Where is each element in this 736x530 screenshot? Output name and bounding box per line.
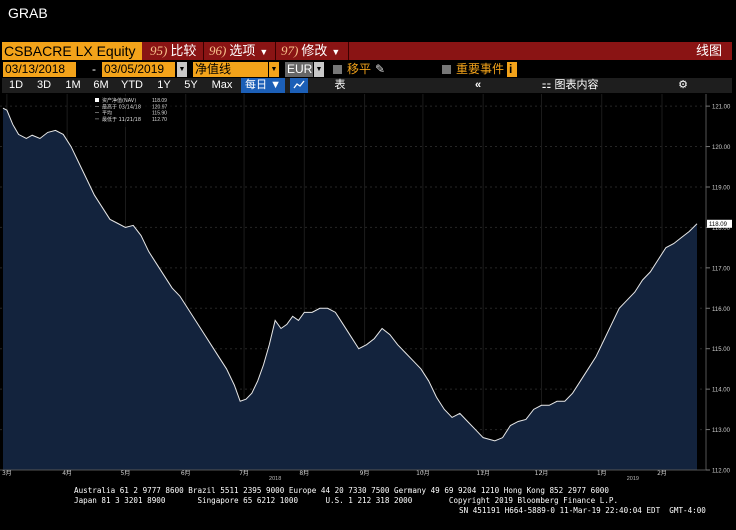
currency-dropdown[interactable]: ▼ bbox=[314, 62, 324, 77]
chart-type-title: 线图 bbox=[695, 43, 722, 58]
y-tick-label: 118.00 bbox=[712, 226, 731, 232]
collapse-icon[interactable]: « bbox=[474, 79, 482, 91]
chart-content-label: 图表内容 bbox=[554, 79, 599, 91]
x-year-label: 2018 bbox=[269, 476, 281, 480]
chart-style-button[interactable] bbox=[290, 78, 308, 93]
edit-label: 修改 bbox=[301, 43, 328, 58]
y-tick-label: 112.00 bbox=[712, 469, 731, 475]
ticker-field[interactable]: CSBACRE LX Equity bbox=[2, 42, 142, 60]
start-date-input[interactable]: 03/13/2018 bbox=[3, 62, 76, 77]
x-tick-label: 3月 bbox=[2, 470, 12, 477]
mode-dropdown[interactable]: ▼ bbox=[269, 62, 279, 77]
menu-number: 96) bbox=[209, 43, 227, 58]
legend-label: 资产净值(NAV) bbox=[102, 97, 136, 104]
y-tick-label: 115.00 bbox=[712, 347, 731, 353]
y-tick-label: 121.00 bbox=[712, 105, 731, 111]
divider bbox=[348, 42, 349, 60]
last-value-label: 118.09 bbox=[709, 222, 728, 228]
compare-label: 比较 bbox=[170, 43, 197, 58]
chart-content-button[interactable]: ⚏ 图表内容 bbox=[530, 78, 610, 93]
chevron-down-icon: ▼ bbox=[331, 47, 341, 57]
events-label: 重要事件 bbox=[456, 62, 505, 76]
nav-line bbox=[2, 107, 698, 442]
x-year-label: 2019 bbox=[627, 476, 639, 480]
x-tick-label: 10月 bbox=[416, 470, 430, 477]
legend-box bbox=[91, 96, 175, 127]
footer-contacts-line1: Australia 61 2 9777 8600 Brazil 5511 239… bbox=[74, 486, 609, 495]
table-button[interactable]: 表 bbox=[334, 79, 346, 91]
range-6m-button[interactable]: 6M bbox=[93, 79, 109, 91]
y-tick-label: 119.00 bbox=[712, 185, 731, 191]
legend-value: 112.70 bbox=[152, 117, 167, 123]
period-select[interactable]: 每日 ▼ bbox=[241, 78, 285, 93]
x-tick-label: 1月 bbox=[597, 470, 607, 477]
range-1y-button[interactable]: 1Y bbox=[157, 79, 171, 91]
chart-content-icon: ⚏ bbox=[541, 79, 552, 91]
legend-label: 最高于 03/14/18 bbox=[102, 103, 141, 110]
footer-session-info: SN 451191 H664-5889-0 11-Mar-19 22:40:04… bbox=[459, 506, 706, 515]
x-tick-label: 12月 bbox=[535, 470, 549, 477]
x-tick-label: 7月 bbox=[239, 470, 249, 477]
x-tick-label: 11月 bbox=[476, 470, 490, 477]
divider bbox=[203, 42, 204, 60]
chart-legend: 资产净值(NAV) 118.09 最高于 03/14/18 120.97 平均 115.9… bbox=[91, 96, 175, 127]
date-dash: - bbox=[92, 62, 96, 76]
x-axis-ticks: 3月 4月 5月 6月 7月 8月 9月 10月 11月 12月 1月 2月 2018 2019 bbox=[2, 470, 667, 482]
shift-label: 移平 bbox=[347, 62, 372, 76]
range-5y-button[interactable]: 5Y bbox=[184, 79, 198, 91]
footer-contacts-line2: Japan 81 3 3201 8900 Singapore 65 6212 1… bbox=[74, 496, 619, 505]
y-axis-ticks: 112.00 113.00 114.00 115.00 116.00 117.00 118.… bbox=[706, 105, 731, 475]
y-tick-label: 117.00 bbox=[712, 266, 731, 272]
toolbar bbox=[2, 78, 732, 93]
legend-swatch bbox=[95, 98, 99, 102]
line-chart-icon bbox=[293, 80, 305, 89]
period-label: 每日 bbox=[245, 79, 268, 91]
options-menu[interactable]: 96) 选项 ▼ bbox=[209, 42, 268, 60]
y-tick-label: 113.00 bbox=[712, 428, 731, 434]
y-tick-label: 114.00 bbox=[712, 388, 731, 394]
nav-area bbox=[3, 108, 697, 471]
chevron-down-icon: ▼ bbox=[259, 47, 269, 57]
menu-number: 95) bbox=[150, 43, 168, 58]
x-tick-label: 8月 bbox=[299, 470, 309, 477]
events-checkbox[interactable] bbox=[442, 65, 451, 74]
last-value-marker: 118.09 bbox=[707, 219, 732, 228]
x-tick-label: 2月 bbox=[657, 470, 667, 477]
y-tick-label: 116.00 bbox=[712, 307, 731, 313]
divider bbox=[275, 42, 276, 60]
shift-checkbox[interactable] bbox=[333, 65, 342, 74]
compare-menu[interactable]: 95) 比较 bbox=[150, 42, 196, 60]
legend-label: 最低于 11/21/18 bbox=[102, 116, 141, 123]
range-1d-button[interactable]: 1D bbox=[8, 79, 24, 91]
range-ytd-button[interactable]: YTD bbox=[121, 79, 143, 91]
options-label: 选项 bbox=[229, 43, 256, 58]
x-tick-label: 5月 bbox=[121, 470, 131, 477]
calendar-dropdown[interactable]: ▼ bbox=[177, 62, 187, 77]
range-max-button[interactable]: Max bbox=[211, 79, 233, 91]
chart-area: 112.00 113.00 114.00 115.00 116.00 117.00 118.… bbox=[0, 94, 736, 485]
x-tick-label: 6月 bbox=[181, 470, 191, 477]
end-date-input[interactable]: 03/05/2019 bbox=[102, 62, 175, 77]
x-tick-label: 4月 bbox=[62, 470, 72, 477]
legend-label: 平均 bbox=[102, 110, 112, 117]
legend-value: 120.97 bbox=[152, 104, 168, 110]
x-tick-label: 9月 bbox=[360, 470, 370, 477]
menu-number: 97) bbox=[281, 43, 299, 58]
mode-select[interactable]: 净值线 bbox=[193, 62, 268, 77]
range-1m-button[interactable]: 1M bbox=[65, 79, 81, 91]
gear-icon[interactable]: ⚙ bbox=[678, 79, 688, 91]
y-tick-label: 120.00 bbox=[712, 145, 731, 151]
nav-chart: 112.00 113.00 114.00 115.00 116.00 117.00 118.… bbox=[0, 94, 732, 482]
pencil-icon[interactable]: ✎ bbox=[375, 62, 386, 76]
range-3d-button[interactable]: 3D bbox=[36, 79, 52, 91]
title-bar bbox=[2, 42, 732, 60]
edit-menu[interactable]: 97) 修改 ▼ bbox=[281, 42, 340, 60]
currency-select[interactable]: EUR bbox=[285, 62, 313, 77]
legend-value: 118.09 bbox=[152, 98, 167, 104]
legend-value: 115.90 bbox=[152, 111, 167, 117]
info-icon[interactable]: i bbox=[507, 62, 517, 77]
last-value-box bbox=[707, 219, 732, 228]
window-title: GRAB bbox=[8, 5, 48, 21]
